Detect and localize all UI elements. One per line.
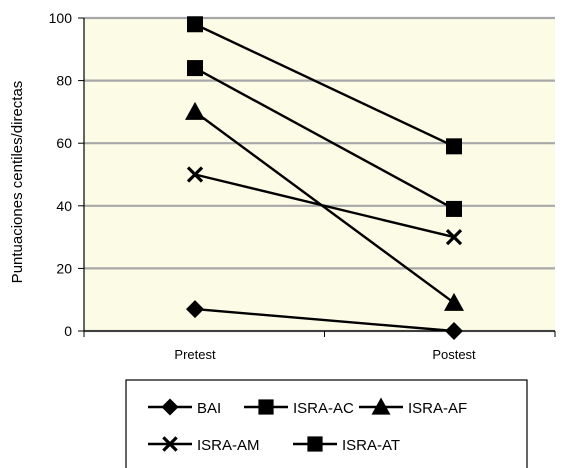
plot-background	[84, 18, 555, 331]
legend-item-bai: BAI	[148, 398, 221, 417]
legend-marker	[258, 399, 274, 415]
legend-item-isra-af: ISRA-AF	[359, 397, 467, 417]
series-line	[194, 110, 455, 304]
legend-marker	[307, 436, 323, 452]
series-line	[194, 307, 455, 333]
series-line	[194, 23, 455, 148]
x-marker-stroke	[162, 436, 178, 452]
x-tick-label: Postest	[432, 347, 476, 362]
series-isra-am	[186, 166, 463, 246]
legend: BAI ISRA-AC ISRA-AF ISRA-AM ISRA-AT	[125, 379, 528, 468]
legend-box	[125, 379, 528, 468]
y-tick-label: 60	[56, 135, 72, 151]
series-isra-at	[187, 16, 462, 155]
y-axis-label: Puntuaciones centiles/directas	[9, 81, 26, 284]
data-point	[186, 166, 204, 183]
legend-marker	[161, 398, 179, 416]
legend-label: ISRA-AF	[408, 400, 467, 417]
series-line	[194, 173, 455, 239]
y-tick-label: 20	[56, 260, 72, 276]
legend-marker	[371, 397, 391, 415]
data-point	[444, 292, 464, 311]
legend-label: ISRA-AC	[293, 400, 354, 417]
series-line	[194, 67, 455, 210]
legend-label: ISRA-AM	[197, 437, 260, 454]
data-point	[446, 138, 462, 155]
data-point	[187, 60, 203, 77]
y-tick-label: 100	[49, 10, 73, 26]
legend-label: BAI	[197, 400, 221, 417]
legend-item-isra-am: ISRA-AM	[148, 436, 260, 454]
x-marker-stroke	[186, 166, 204, 183]
data-point	[185, 101, 205, 120]
legend-label: ISRA-AT	[342, 437, 400, 454]
y-tick-label: 80	[56, 73, 72, 89]
series-isra-ac	[187, 60, 462, 217]
series-layer	[185, 16, 464, 340]
legend-item-isra-at: ISRA-AT	[293, 436, 400, 454]
plot-area	[84, 16, 555, 333]
legend-marker	[162, 436, 178, 452]
data-point	[446, 200, 462, 217]
series-bai	[186, 300, 463, 340]
y-tick-label: 0	[64, 323, 72, 339]
y-tick-label: 40	[56, 198, 72, 214]
x-tick-label: Pretest	[174, 347, 216, 362]
axes: 0 20 40 60 80 100 Pretest Postest	[49, 10, 556, 362]
legend-item-isra-ac: ISRA-AC	[244, 399, 354, 417]
series-isra-af	[185, 101, 464, 311]
data-point	[186, 300, 204, 319]
data-point	[445, 228, 463, 246]
x-marker-stroke	[445, 228, 463, 246]
data-point	[187, 16, 203, 33]
data-point	[445, 322, 463, 340]
